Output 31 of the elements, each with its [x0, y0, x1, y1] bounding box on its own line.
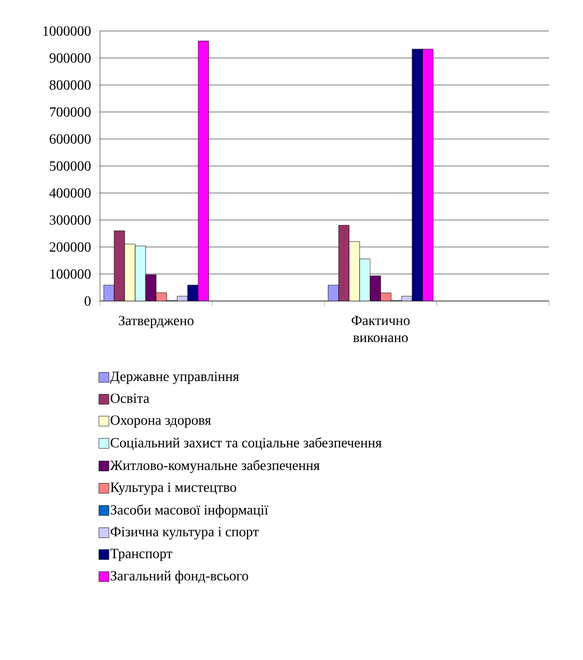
- x-tick-label: Фактично виконано: [352, 316, 410, 342]
- bar: [114, 230, 125, 301]
- bar: [338, 224, 350, 301]
- y-tick-label: 800000: [50, 80, 91, 90]
- legend-label: Житлово-комунальне забезпечення: [110, 460, 320, 473]
- legend-label: Соціальний захист та соціальне забезпечення: [110, 437, 382, 450]
- y-tick-label: 300000: [50, 215, 91, 225]
- bar: [328, 284, 339, 301]
- y-tick-label: 100000: [50, 269, 91, 279]
- y-tick-label: 200000: [50, 242, 91, 252]
- bar: [348, 241, 360, 301]
- legend-label: Культура і мистецтво: [110, 482, 236, 495]
- y-tick-label: 500000: [50, 161, 91, 171]
- y-tick-label: 700000: [50, 107, 91, 117]
- y-tick-label: 1000000: [43, 26, 91, 36]
- y-tick-label: 600000: [50, 134, 91, 144]
- y-tick-label: 0: [84, 296, 91, 306]
- legend-label: Освіта: [110, 394, 150, 403]
- legend-label: Державне управління: [110, 372, 239, 384]
- x-tick-label: Затверджено: [118, 316, 194, 328]
- legend-label: Охорона здоровя: [110, 415, 211, 428]
- legend-label: Фізична культура і спорт: [110, 527, 259, 540]
- bar: [103, 284, 114, 301]
- y-tick-label: 400000: [49, 188, 91, 198]
- bar: [124, 244, 136, 301]
- y-tick-label: 900000: [50, 53, 91, 63]
- legend-label: Загальний фонд-всього: [110, 570, 248, 584]
- bar: [370, 276, 381, 301]
- bar: [145, 274, 156, 301]
- legend-label: Засоби масової інформації: [110, 504, 268, 518]
- legend-label: Транспорт: [110, 548, 172, 562]
